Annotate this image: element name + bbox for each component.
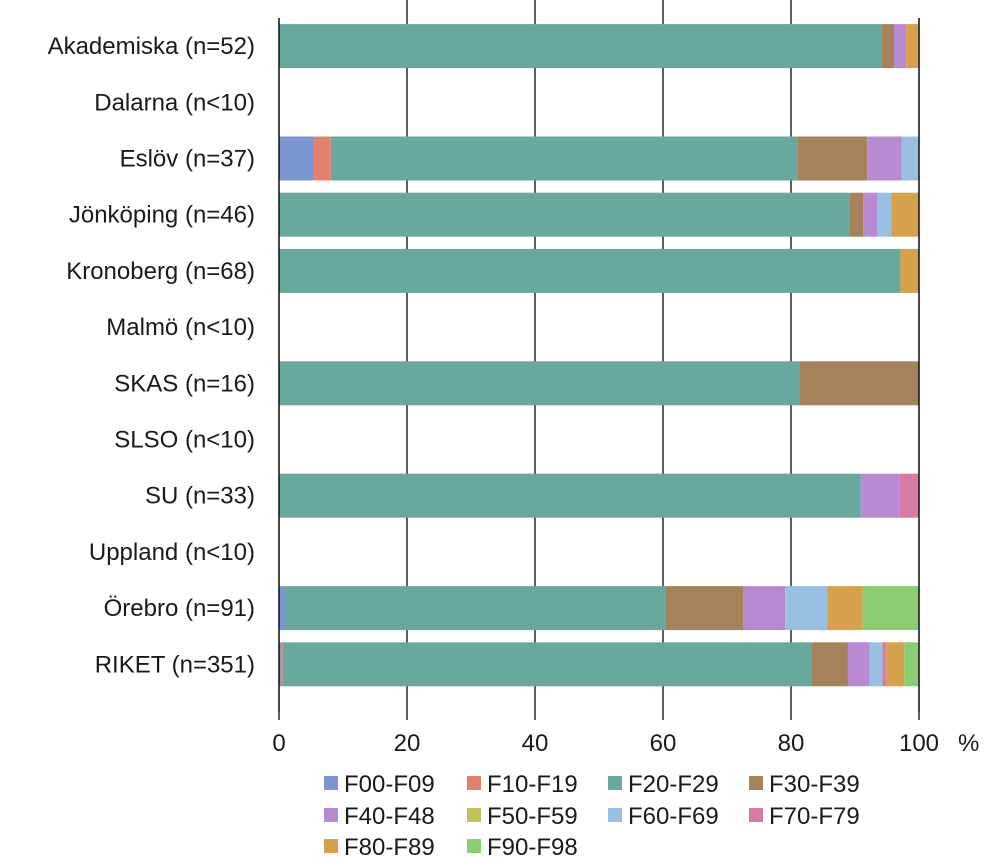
category-label: SKAS (n=16) (114, 370, 255, 397)
legend-item-f80-f89: F80-F89 (324, 834, 435, 861)
legend-label: F20-F29 (628, 771, 719, 798)
bar-segment-f20-f29-row-4 (279, 248, 901, 293)
category-label: Akademiska (n=52) (48, 33, 255, 60)
legend-swatch (608, 808, 622, 822)
category-label: SLSO (n<10) (114, 427, 255, 454)
bar-segment-f30-f39-row-3 (849, 192, 864, 237)
legend-item-f70-f79: F70-F79 (749, 803, 860, 830)
x-tick-label: 0 (272, 730, 285, 757)
bar-segment-f40-f48-row-11 (847, 642, 870, 687)
bar-segment-f90-f98-row-11 (904, 642, 919, 687)
bar-segment-f10-f19-row-2 (313, 136, 331, 181)
legend-item-f40-f48: F40-F48 (324, 803, 435, 830)
legend-label: F80-F89 (344, 834, 435, 861)
x-tick-label: 20 (394, 730, 421, 757)
category-labels: Akademiska (n=52) Dalarna (n<10) Eslöv (n=… (48, 33, 255, 678)
legend-item-f90-f98: F90-F98 (467, 834, 578, 861)
legend-swatch (324, 776, 338, 790)
x-unit-label: % (958, 730, 979, 757)
bar-segment-f80-f89-row-11 (886, 642, 905, 687)
legend-label: F40-F48 (344, 803, 435, 830)
category-label: Malmö (n<10) (106, 314, 255, 341)
x-axis: 0 20 40 60 80 100% (272, 18, 979, 757)
legend-label: F90-F98 (487, 834, 578, 861)
category-label: Dalarna (n<10) (94, 89, 255, 116)
bar-segment-f20-f29-row-11 (282, 642, 812, 687)
legend-item-f60-f69: F60-F69 (608, 803, 719, 830)
legend-swatch (324, 839, 338, 853)
legend-label: F60-F69 (628, 803, 719, 830)
bar-segment-f10-f19-row-11 (280, 642, 283, 687)
x-tick-label: 60 (650, 730, 677, 757)
bar-segment-f40-f48-row-2 (867, 136, 902, 181)
bars (279, 24, 919, 687)
bar-segment-f00-f09-row-2 (279, 136, 314, 181)
category-label: RIKET (n=351) (95, 651, 255, 678)
legend-label: F70-F79 (769, 803, 860, 830)
bar-segment-f30-f39-row-2 (798, 136, 868, 181)
bar-segment-f20-f29-row-10 (286, 586, 666, 631)
legend-item-f10-f19: F10-F19 (467, 771, 578, 798)
legend-label: F00-F09 (344, 771, 435, 798)
legend-item-f00-f09: F00-F09 (324, 771, 435, 798)
bar-segment-f60-f69-row-10 (785, 586, 828, 631)
legend-swatch (749, 776, 763, 790)
bar-segment-f90-f98-row-10 (862, 586, 919, 631)
bar-segment-f30-f39-row-0 (881, 24, 895, 69)
category-label: Örebro (n=91) (104, 595, 255, 622)
bar-segment-f20-f29-row-3 (279, 192, 850, 237)
bar-segment-f20-f29-row-0 (279, 24, 882, 69)
bar-segment-f30-f39-row-10 (665, 586, 743, 631)
bar-segment-f60-f69-row-11 (869, 642, 883, 687)
bar-segment-f20-f29-row-8 (279, 473, 861, 518)
legend-swatch (467, 808, 481, 822)
legend-swatch (608, 776, 622, 790)
category-label: SU (n=33) (145, 483, 255, 510)
legend-label: F30-F39 (769, 771, 860, 798)
bar-segment-f60-f69-row-2 (901, 136, 919, 181)
bar-segment-f40-f48-row-10 (743, 586, 786, 631)
legend-swatch (324, 808, 338, 822)
legend-item-f20-f29: F20-F29 (608, 771, 719, 798)
legend: F00-F09 F10-F19 F20-F29 F30-F39 F40-F48 F50-F… (324, 771, 860, 861)
bar-segment-f80-f89-row-3 (891, 192, 919, 237)
legend-item-f50-f59: F50-F59 (467, 803, 578, 830)
bar-segment-f00-f09-row-10 (279, 586, 287, 631)
bar-segment-f20-f29-row-6 (279, 361, 800, 406)
bar-segment-f80-f89-row-10 (827, 586, 863, 631)
bar-segment-f40-f48-row-0 (894, 24, 907, 69)
legend-swatch (749, 808, 763, 822)
legend-label: F10-F19 (487, 771, 578, 798)
category-label: Eslöv (n=37) (120, 146, 255, 173)
bar-segment-f70-f79-row-11 (882, 642, 887, 687)
legend-swatch (467, 839, 481, 853)
x-tick-label: 80 (778, 730, 805, 757)
category-label: Kronoberg (n=68) (66, 258, 255, 285)
bar-segment-f40-f48-row-8 (860, 473, 900, 518)
category-label: Jönköping (n=46) (69, 202, 255, 229)
bar-segment-f80-f89-row-0 (906, 24, 919, 69)
bar-segment-f70-f79-row-8 (899, 473, 919, 518)
legend-label: F50-F59 (487, 803, 578, 830)
legend-swatch (467, 776, 481, 790)
x-tick-label: 40 (522, 730, 549, 757)
legend-item-f30-f39: F30-F39 (749, 771, 860, 798)
bar-segment-f60-f69-row-3 (877, 192, 892, 237)
bar-segment-f30-f39-row-11 (811, 642, 848, 687)
bar-segment-f40-f48-row-3 (863, 192, 878, 237)
category-label: Uppland (n<10) (89, 539, 255, 566)
x-tick-label: 100 (899, 730, 939, 757)
bar-segment-f00-f09-row-11 (279, 642, 281, 687)
bar-segment-f30-f39-row-6 (799, 361, 919, 406)
bar-segment-f80-f89-row-4 (900, 248, 919, 293)
bar-segment-f20-f29-row-2 (330, 136, 799, 181)
